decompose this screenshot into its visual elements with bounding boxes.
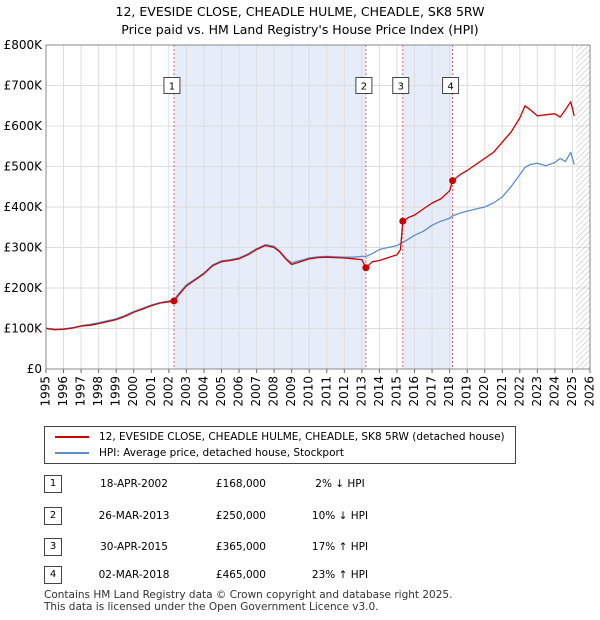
x-tick-label: 2020 (477, 376, 491, 407)
y-tick-label: £800K (4, 38, 44, 52)
sale-point (362, 264, 370, 272)
transaction-price: £465,000 (215, 569, 266, 581)
transaction-hpi-diff: 2% ↓ HPI (315, 478, 365, 490)
transaction-date: 18-APR-2002 (100, 478, 168, 490)
x-tick-label: 2016 (407, 376, 421, 407)
x-tick-label: 2001 (144, 376, 158, 407)
chart-subtitle: Price paid vs. HM Land Registry's House … (121, 22, 479, 37)
x-tick-label: 2017 (425, 376, 439, 407)
x-tick-label: 2003 (179, 376, 193, 407)
x-tick-label: 2014 (372, 376, 386, 407)
sale-point (170, 297, 178, 305)
transaction-number-badge: 2 (44, 507, 62, 525)
x-tick-label: 1997 (74, 376, 88, 407)
y-tick-label: £300K (4, 241, 44, 255)
legend-label-property: 12, EVESIDE CLOSE, CHEADLE HULME, CHEADL… (99, 431, 505, 443)
x-tick-label: 2002 (161, 376, 175, 407)
legend-label-hpi: HPI: Average price, detached house, Stoc… (99, 447, 344, 459)
projection-hatch (575, 45, 590, 369)
x-tick-label: 2018 (442, 376, 456, 407)
y-tick-label: £0 (27, 362, 42, 376)
footer-line-licence: This data is licensed under the Open Gov… (44, 601, 379, 613)
y-tick-label: £200K (4, 281, 44, 295)
x-tick-label: 2022 (512, 376, 526, 407)
x-tick-label: 2004 (196, 376, 210, 407)
transaction-price: £250,000 (215, 510, 266, 522)
x-tick-label: 2025 (565, 376, 579, 407)
plot-border (45, 44, 591, 370)
sale-number-box (355, 77, 373, 94)
legend-swatch-hpi (55, 452, 89, 454)
x-tick-label: 2007 (249, 376, 263, 407)
transaction-date: 02-MAR-2018 (98, 569, 170, 581)
chart-title: 12, EVESIDE CLOSE, CHEADLE HULME, CHEADL… (115, 4, 485, 19)
table-row: 2 26-MAR-2013 £250,000 10% ↓ HPI (0, 507, 600, 527)
x-tick-label: 1996 (56, 376, 70, 407)
x-tick-label: 2012 (337, 376, 351, 407)
table-row: 1 18-APR-2002 £168,000 2% ↓ HPI (0, 475, 600, 495)
legend-item-hpi: HPI: Average price, detached house, Stoc… (55, 445, 344, 461)
footer-line-copyright: Contains HM Land Registry data © Crown c… (44, 589, 453, 601)
x-tick-label: 2013 (354, 376, 368, 407)
x-tick-label: 2005 (214, 376, 228, 407)
chart-legend: 12, EVESIDE CLOSE, CHEADLE HULME, CHEADL… (44, 426, 516, 464)
y-tick-label: £100K (4, 322, 44, 336)
y-tick-label: £400K (4, 200, 44, 214)
y-tick-label: £600K (4, 119, 44, 133)
property-price-line (45, 101, 575, 331)
transaction-number-badge: 1 (44, 475, 62, 493)
transaction-date: 26-MAR-2013 (98, 510, 170, 522)
transaction-hpi-diff: 10% ↓ HPI (311, 510, 369, 522)
legend-swatch-property (55, 436, 89, 438)
transaction-date: 30-APR-2015 (100, 541, 168, 553)
y-tick-label: £700K (4, 79, 44, 93)
sale-point (399, 217, 407, 225)
x-tick-label: 2000 (126, 376, 140, 407)
x-tick-label: 1998 (91, 376, 105, 407)
x-tick-label: 2006 (232, 376, 246, 407)
price-chart: £0 £100K £200K £300K £400K £500K £600K £700K £80… (4, 38, 597, 407)
transaction-price: £365,000 (215, 541, 266, 553)
x-tick-label: 2010 (302, 376, 316, 407)
x-tick-label: 2026 (583, 376, 597, 407)
x-tick-label: 2024 (547, 376, 561, 407)
x-tick-label: 2023 (530, 376, 544, 407)
transaction-number-badge: 3 (44, 538, 62, 556)
table-row: 3 30-APR-2015 £365,000 17% ↑ HPI (0, 538, 600, 558)
sale-number-label: 2 (361, 82, 367, 93)
transaction-price: £168,000 (215, 478, 266, 490)
sale-number-box (163, 77, 181, 94)
transaction-hpi-diff: 23% ↑ HPI (311, 569, 369, 581)
x-tick-label: 1995 (39, 376, 53, 407)
sale-number-label: 3 (398, 82, 404, 93)
x-tick-label: 2011 (319, 376, 333, 407)
transaction-hpi-diff: 17% ↑ HPI (311, 541, 369, 553)
sale-number-label: 1 (169, 82, 175, 93)
x-tick-label: 2008 (267, 376, 281, 407)
x-tick-label: 1999 (109, 376, 123, 407)
transaction-number-badge: 4 (44, 566, 62, 584)
sale-number-label: 4 (447, 82, 453, 93)
x-tick-label: 2009 (284, 376, 298, 407)
x-tick-label: 2019 (460, 376, 474, 407)
sale-point (449, 177, 457, 185)
x-tick-label: 2015 (389, 376, 403, 407)
table-row: 4 02-MAR-2018 £465,000 23% ↑ HPI (0, 566, 600, 586)
hpi-line (45, 151, 575, 330)
x-tick-label: 2021 (495, 376, 509, 407)
sale-number-box (392, 77, 410, 94)
footer-attribution: Contains HM Land Registry data © Crown c… (44, 589, 452, 613)
sale-number-box (442, 77, 460, 94)
y-tick-label: £500K (4, 160, 44, 174)
legend-item-property: 12, EVESIDE CLOSE, CHEADLE HULME, CHEADL… (55, 429, 505, 445)
